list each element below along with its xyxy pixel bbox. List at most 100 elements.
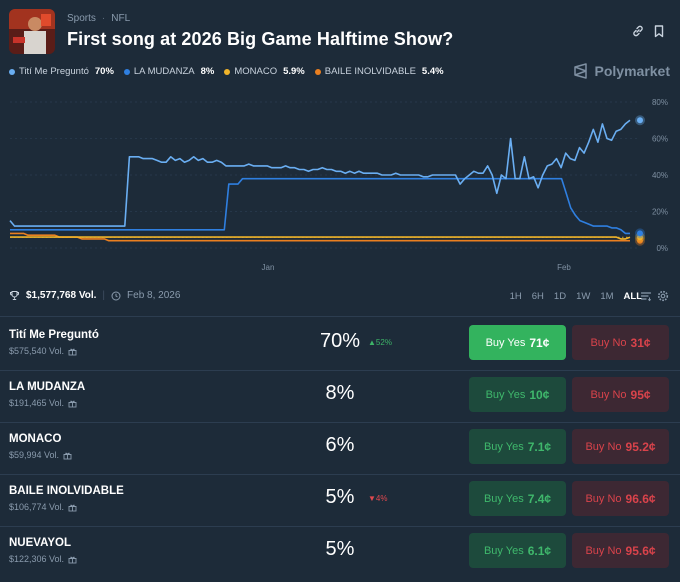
gift-icon — [68, 556, 77, 563]
buy-yes-button[interactable]: Buy Yes 7.1¢ — [469, 429, 566, 464]
buy-yes-button[interactable]: Buy Yes 7.4¢ — [469, 481, 566, 516]
legend-pct: 5.4% — [421, 66, 444, 77]
outcome-row: MONACO $59,994 Vol. 6% Buy Yes 7.1¢ Buy … — [0, 422, 680, 474]
outcome-volume-text: $122,306 Vol. — [9, 554, 65, 564]
link-icon[interactable] — [631, 24, 645, 38]
total-volume: $1,577,768 Vol. — [26, 290, 97, 301]
outcome-name[interactable]: LA MUDANZA — [9, 381, 86, 393]
end-date: Feb 8, 2026 — [127, 290, 181, 301]
outcome-row: LA MUDANZA $191,465 Vol. 8% Buy Yes 10¢ … — [0, 370, 680, 422]
clock-icon — [111, 291, 121, 300]
buy-no-button[interactable]: Buy No 95.6¢ — [572, 533, 669, 568]
legend-swatch — [314, 68, 321, 75]
series-line — [10, 236, 631, 240]
outcome-volume-text: $106,774 Vol. — [9, 502, 65, 512]
buy-no-label: Buy No — [585, 440, 622, 453]
settings-icon[interactable] — [657, 290, 669, 302]
buy-no-button[interactable]: Buy No 31¢ — [572, 325, 669, 360]
buy-no-price: 95.2¢ — [625, 439, 656, 454]
outcome-volume: $59,994 Vol. — [9, 450, 72, 460]
outcome-name[interactable]: Tití Me Preguntó — [9, 329, 99, 341]
series-line — [10, 232, 630, 242]
breadcrumb-sports[interactable]: Sports — [67, 13, 96, 24]
buy-no-label: Buy No — [585, 544, 622, 557]
outcome-volume: $122,306 Vol. — [9, 554, 77, 564]
y-tick-label: 40% — [652, 171, 668, 180]
buy-no-price: 95¢ — [630, 387, 651, 402]
time-range-selector: 1H 6H 1D 1W 1M ALL — [510, 291, 642, 302]
outcome-volume: $106,774 Vol. — [9, 502, 77, 512]
buy-no-button[interactable]: Buy No 96.6¢ — [572, 481, 669, 516]
series-line — [10, 177, 630, 235]
range-1d[interactable]: 1D — [553, 291, 567, 302]
breadcrumb-nfl[interactable]: NFL — [111, 13, 131, 24]
buy-no-button[interactable]: Buy No 95.2¢ — [572, 429, 669, 464]
legend-pct: 70% — [94, 66, 114, 77]
buy-yes-button[interactable]: Buy Yes 10¢ — [469, 377, 566, 412]
buy-yes-price: 6.1¢ — [527, 543, 552, 558]
series-end-dot — [637, 117, 643, 124]
market-thumbnail — [9, 9, 55, 54]
outcome-probability: 70% — [319, 330, 361, 352]
legend-swatch — [123, 68, 130, 75]
outcome-change: ▲52% — [368, 338, 392, 347]
gift-icon — [68, 400, 77, 407]
legend-item: BAILE INOLVIDABLE 5.4% — [314, 66, 444, 77]
series-line — [9, 119, 631, 227]
y-tick-label: 0% — [656, 244, 668, 253]
buy-yes-price: 7.4¢ — [527, 491, 552, 506]
outcome-volume-text: $575,540 Vol. — [9, 346, 65, 356]
outcome-volume: $575,540 Vol. — [9, 346, 77, 356]
legend-item: LA MUDANZA 8% — [123, 66, 214, 77]
divider — [0, 422, 680, 423]
buy-yes-price: 7.1¢ — [527, 439, 552, 454]
buy-no-price: 96.6¢ — [625, 491, 656, 506]
y-tick-label: 60% — [652, 135, 668, 144]
buy-yes-button[interactable]: Buy Yes 71¢ — [469, 325, 566, 360]
chart-legend: Tití Me Preguntó 70% LA MUDANZA 8% MONAC… — [9, 66, 444, 77]
outcome-volume-text: $191,465 Vol. — [9, 398, 65, 408]
y-tick-label: 80% — [652, 98, 668, 107]
outcome-name[interactable]: BAILE INOLVIDABLE — [9, 485, 124, 497]
range-1w[interactable]: 1W — [576, 291, 591, 302]
outcome-name[interactable]: NUEVAYOL — [9, 537, 71, 549]
buy-no-price: 31¢ — [630, 335, 651, 350]
buy-yes-price: 10¢ — [529, 387, 550, 402]
legend-swatch — [9, 68, 15, 75]
range-6h[interactable]: 6H — [531, 291, 544, 302]
legend-item: MONACO 5.9% — [224, 66, 305, 77]
range-all[interactable]: ALL — [623, 291, 642, 302]
buy-yes-label: Buy Yes — [485, 388, 526, 401]
trophy-icon — [10, 291, 19, 300]
price-chart[interactable]: 80% 60% 40% 20% 0% Jan Feb — [0, 92, 680, 277]
divider — [0, 474, 680, 475]
legend-label: MONACO — [234, 66, 278, 77]
range-1m[interactable]: 1M — [600, 291, 614, 302]
buy-no-button[interactable]: Buy No 95¢ — [572, 377, 669, 412]
gift-icon — [63, 452, 72, 459]
divider — [0, 316, 680, 317]
buy-yes-button[interactable]: Buy Yes 6.1¢ — [469, 533, 566, 568]
legend-item: Tití Me Preguntó 70% — [9, 66, 114, 77]
buy-no-label: Buy No — [585, 492, 622, 505]
x-tick-label: Feb — [557, 263, 571, 272]
buy-no-label: Buy No — [590, 336, 627, 349]
outcome-name[interactable]: MONACO — [9, 433, 62, 445]
legend-swatch — [224, 68, 231, 75]
polymarket-logo: Polymarket — [573, 63, 670, 79]
y-tick-label: 20% — [652, 208, 668, 217]
market-summary: $1,577,768 Vol. | Feb 8, 2026 — [9, 290, 180, 301]
bookmark-icon[interactable] — [652, 24, 666, 38]
gift-icon — [68, 504, 77, 511]
summary-divider: | — [102, 290, 106, 301]
outcome-change: ▼4% — [368, 494, 388, 503]
outcome-probability: 8% — [325, 382, 355, 404]
outcome-probability: 5% — [325, 486, 355, 508]
filter-icon[interactable] — [640, 290, 652, 302]
range-1h[interactable]: 1H — [509, 291, 522, 302]
gift-icon — [68, 348, 77, 355]
outcome-row: Tití Me Preguntó $575,540 Vol. 70% ▲52% … — [0, 318, 680, 370]
divider — [0, 526, 680, 527]
buy-no-price: 95.6¢ — [625, 543, 656, 558]
legend-label: Tití Me Preguntó — [19, 66, 89, 77]
